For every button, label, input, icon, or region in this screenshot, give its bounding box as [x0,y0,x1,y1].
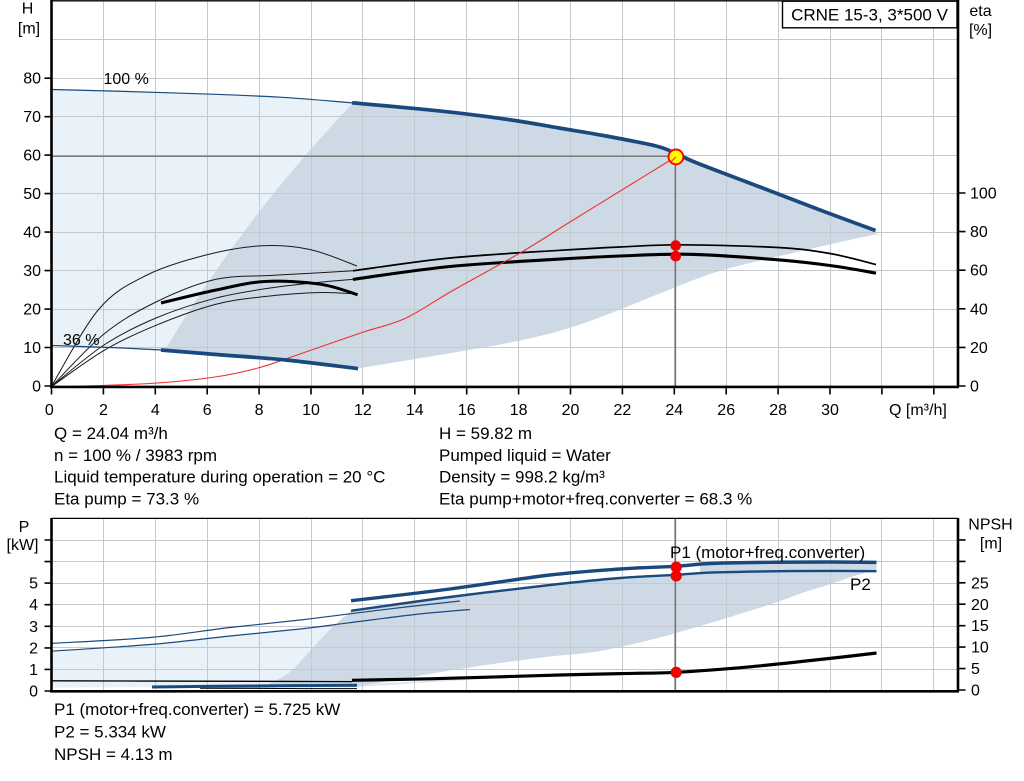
svg-text:5: 5 [971,661,980,678]
svg-text:n = 100 % / 3983 rpm: n = 100 % / 3983 rpm [54,446,217,465]
svg-text:Liquid temperature during oper: Liquid temperature during operation = 20… [54,468,385,487]
svg-text:70: 70 [23,109,41,126]
svg-text:12: 12 [354,402,372,419]
svg-text:10: 10 [971,640,989,657]
svg-text:P1 (motor+freq.converter): P1 (motor+freq.converter) [670,543,865,562]
svg-text:20: 20 [971,597,989,614]
svg-text:Q [m³/h]: Q [m³/h] [889,402,947,419]
svg-text:24: 24 [665,402,683,419]
svg-text:80: 80 [23,71,41,88]
svg-text:NPSH: NPSH [968,517,1012,534]
svg-text:Q = 24.04 m³/h: Q = 24.04 m³/h [54,424,168,443]
svg-text:NPSH = 4.13 m: NPSH = 4.13 m [54,745,173,764]
svg-text:[kW]: [kW] [7,537,39,554]
svg-text:40: 40 [23,225,41,242]
svg-text:10: 10 [23,340,41,357]
svg-text:0: 0 [970,379,979,396]
svg-text:15: 15 [971,618,989,635]
svg-text:28: 28 [769,402,787,419]
svg-text:Eta pump+motor+freq.converter: Eta pump+motor+freq.converter = 68.3 % [439,489,752,508]
svg-text:60: 60 [970,263,988,280]
svg-text:6: 6 [203,402,212,419]
svg-text:CRNE 15-3, 3*500 V: CRNE 15-3, 3*500 V [791,6,949,25]
svg-text:H = 59.82 m: H = 59.82 m [439,424,532,443]
svg-text:50: 50 [23,186,41,203]
svg-text:Eta pump = 73.3 %: Eta pump = 73.3 % [54,489,199,508]
svg-text:100: 100 [970,186,997,203]
svg-text:30: 30 [821,402,839,419]
svg-text:3: 3 [29,619,38,636]
svg-text:80: 80 [970,224,988,241]
svg-text:1: 1 [29,662,38,679]
svg-text:0: 0 [971,683,980,700]
svg-text:30: 30 [23,263,41,280]
svg-text:P2: P2 [850,575,871,594]
svg-text:[%]: [%] [969,22,992,39]
svg-text:2: 2 [29,640,38,657]
svg-text:5: 5 [29,576,38,593]
svg-text:[m]: [m] [980,536,1002,553]
svg-text:0: 0 [29,684,38,701]
svg-text:20: 20 [562,402,580,419]
svg-text:40: 40 [970,301,988,318]
svg-text:eta: eta [969,3,991,20]
svg-text:4: 4 [151,402,160,419]
svg-text:26: 26 [717,402,735,419]
svg-text:100 %: 100 % [104,71,149,88]
svg-text:60: 60 [23,148,41,165]
svg-text:20: 20 [23,302,41,319]
svg-text:0: 0 [32,379,41,396]
svg-text:4: 4 [29,597,38,614]
svg-text:18: 18 [510,402,528,419]
svg-text:14: 14 [406,402,424,419]
svg-text:22: 22 [614,402,632,419]
svg-text:Pumped liquid = Water: Pumped liquid = Water [439,446,611,465]
svg-text:P2 = 5.334 kW: P2 = 5.334 kW [54,723,166,742]
svg-text:Density = 998.2 kg/m³: Density = 998.2 kg/m³ [439,468,605,487]
svg-text:H: H [22,1,34,18]
svg-text:8: 8 [255,402,264,419]
svg-text:10: 10 [302,402,320,419]
svg-text:[m]: [m] [18,21,40,38]
svg-text:16: 16 [458,402,476,419]
svg-text:25: 25 [971,575,989,592]
svg-text:P: P [19,519,30,536]
svg-text:2: 2 [99,402,108,419]
svg-text:0: 0 [45,402,54,419]
svg-text:36 %: 36 % [63,332,99,349]
svg-text:20: 20 [970,340,988,357]
svg-text:P1 (motor+freq.converter) = 5.: P1 (motor+freq.converter) = 5.725 kW [54,700,340,719]
